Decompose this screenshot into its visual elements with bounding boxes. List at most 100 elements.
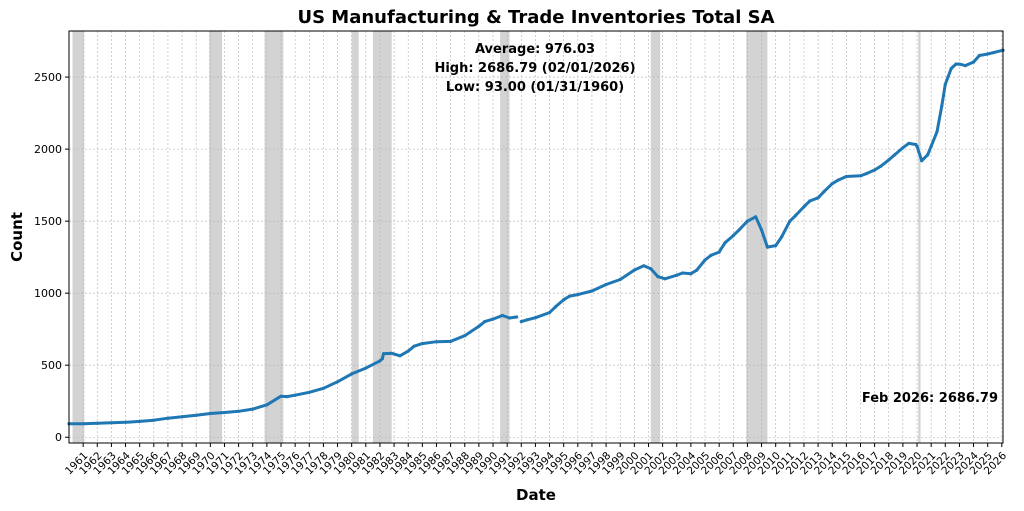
data-point [940,104,944,108]
data-point [483,320,487,324]
data-point [929,144,933,148]
data-point [957,62,962,66]
y-tick-label: 1000 [34,287,62,300]
data-point [285,395,289,399]
data-point [675,273,679,277]
data-point [878,164,883,168]
data-point [780,235,784,239]
data-point [335,380,340,384]
data-point [152,418,156,422]
data-point [500,313,504,318]
data-point [180,415,184,419]
last-value-annotation: Feb 2026: 2686.79 [862,391,998,406]
data-point [920,159,924,163]
data-point [576,293,580,297]
data-point [166,416,170,420]
data-point [759,228,764,232]
recession-band [209,31,223,443]
data-point [562,298,566,302]
data-point [907,141,911,145]
data-point [350,372,354,376]
data-point [915,144,919,148]
data-point [816,196,820,200]
data-point [618,277,622,282]
data-point [590,289,594,293]
data-point [434,340,439,344]
y-tick-label: 2500 [34,71,62,84]
data-point [380,357,384,361]
data-point [926,153,930,157]
data-point [81,422,85,426]
data-series [67,48,1005,426]
x-axis-label: Date [516,486,556,504]
data-point [568,294,572,298]
data-point [822,190,826,194]
data-point [109,421,113,425]
recession-bands [72,31,921,443]
data-point [836,178,840,182]
recession-band [746,31,768,443]
data-point [208,411,212,416]
data-point [364,366,368,370]
data-point [279,394,283,398]
data-point [808,199,812,203]
recession-band [351,31,359,443]
data-point [689,272,693,276]
data-point [378,359,382,363]
data-point [307,390,311,394]
data-point [194,413,198,417]
chart-title: US Manufacturing & Trade Inventories Tot… [297,7,774,28]
y-axis-label: Count [8,212,26,262]
y-tick-label: 0 [55,431,62,444]
data-point [954,62,958,66]
data-point [873,168,877,172]
recession-band [650,31,661,443]
data-point [398,354,402,358]
data-point [293,393,297,397]
data-point [663,277,667,281]
grid-lines [69,31,1003,443]
data-point [123,420,128,424]
data-point [477,324,481,328]
data-point [463,334,467,338]
data-point [802,205,806,209]
data-point [604,282,608,287]
data-point [949,66,953,71]
recession-band [372,31,392,443]
series-line [67,314,519,426]
data-point [893,153,897,157]
data-point [887,158,891,162]
y-tick-label: 2000 [34,143,62,156]
data-point [963,64,967,68]
y-tick-label: 500 [41,359,62,372]
data-point [251,407,255,411]
series-line [519,48,1005,324]
recession-band [72,31,85,443]
data-point [632,268,636,272]
data-point [717,250,721,254]
data-point [553,305,558,309]
recession-band [264,31,284,443]
data-point [649,267,653,271]
data-point [390,351,394,355]
data-point [381,352,386,356]
plot-frame [68,30,1004,444]
y-tick-label: 1500 [34,215,62,228]
data-point [95,421,99,425]
data-point [709,253,713,257]
data-point [681,271,685,275]
data-point [547,311,552,315]
data-point [533,316,538,320]
data-point [935,130,939,134]
data-point [774,244,778,248]
data-point [864,172,869,176]
data-point [754,215,758,219]
y-axis-ticks: 0 500 1000 1500 2000 2500 [34,71,69,444]
data-point [507,316,512,320]
data-point [138,419,142,423]
data-point [695,268,699,272]
data-point [420,342,424,346]
data-point [412,344,416,348]
recession-band [918,31,921,443]
